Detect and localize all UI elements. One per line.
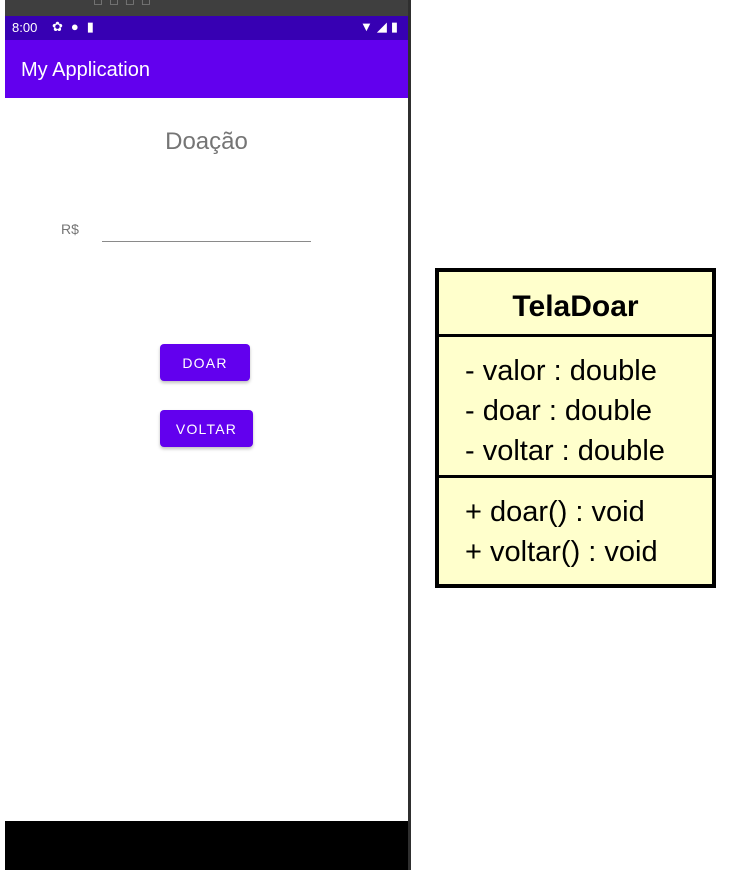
uml-class-name: TelaDoar: [439, 272, 712, 337]
uml-class-box: TelaDoar - valor : double - doar : doubl…: [435, 268, 716, 588]
phone-screen: ◻◻◻◻ 8:00 ✿ ● ▮ ▼ ◢ ▮ My Application Doa…: [5, 0, 411, 870]
status-icons-left: ✿ ● ▮: [52, 19, 94, 35]
settings-icon: ✿: [52, 19, 63, 34]
top-bezel: ◻◻◻◻: [5, 0, 408, 16]
currency-label: R$: [61, 221, 79, 237]
status-bar: 8:00 ✿ ● ▮ ▼ ◢ ▮: [5, 16, 408, 40]
uml-attribute: - valor : double: [465, 355, 657, 387]
uml-attribute: - doar : double: [465, 395, 653, 427]
voltar-button[interactable]: VOLTAR: [160, 410, 253, 447]
app-bar: My Application: [5, 40, 408, 98]
bezel-notification-icons: ◻◻◻◻: [93, 0, 157, 7]
wifi-icon: ▼: [359, 19, 373, 34]
uml-attributes: - valor : double - doar : double - volta…: [439, 337, 712, 478]
play-protect-icon: ●: [70, 19, 79, 34]
doar-button[interactable]: DOAR: [160, 344, 250, 381]
app-title: My Application: [21, 59, 150, 81]
uml-method: + voltar() : void: [465, 536, 658, 568]
sd-card-icon: ▮: [86, 19, 94, 34]
screen-title: Doação: [165, 128, 248, 155]
signal-icon: ◢: [376, 19, 387, 34]
navigation-bar: [5, 821, 408, 870]
uml-method: + doar() : void: [465, 496, 645, 528]
amount-input[interactable]: [102, 216, 311, 242]
status-time: 8:00: [12, 20, 38, 35]
battery-icon: ▮: [390, 19, 398, 34]
uml-methods: + doar() : void + voltar() : void: [439, 478, 712, 572]
uml-attribute: - voltar : double: [465, 435, 665, 467]
status-icons-right: ▼ ◢ ▮: [360, 19, 398, 35]
